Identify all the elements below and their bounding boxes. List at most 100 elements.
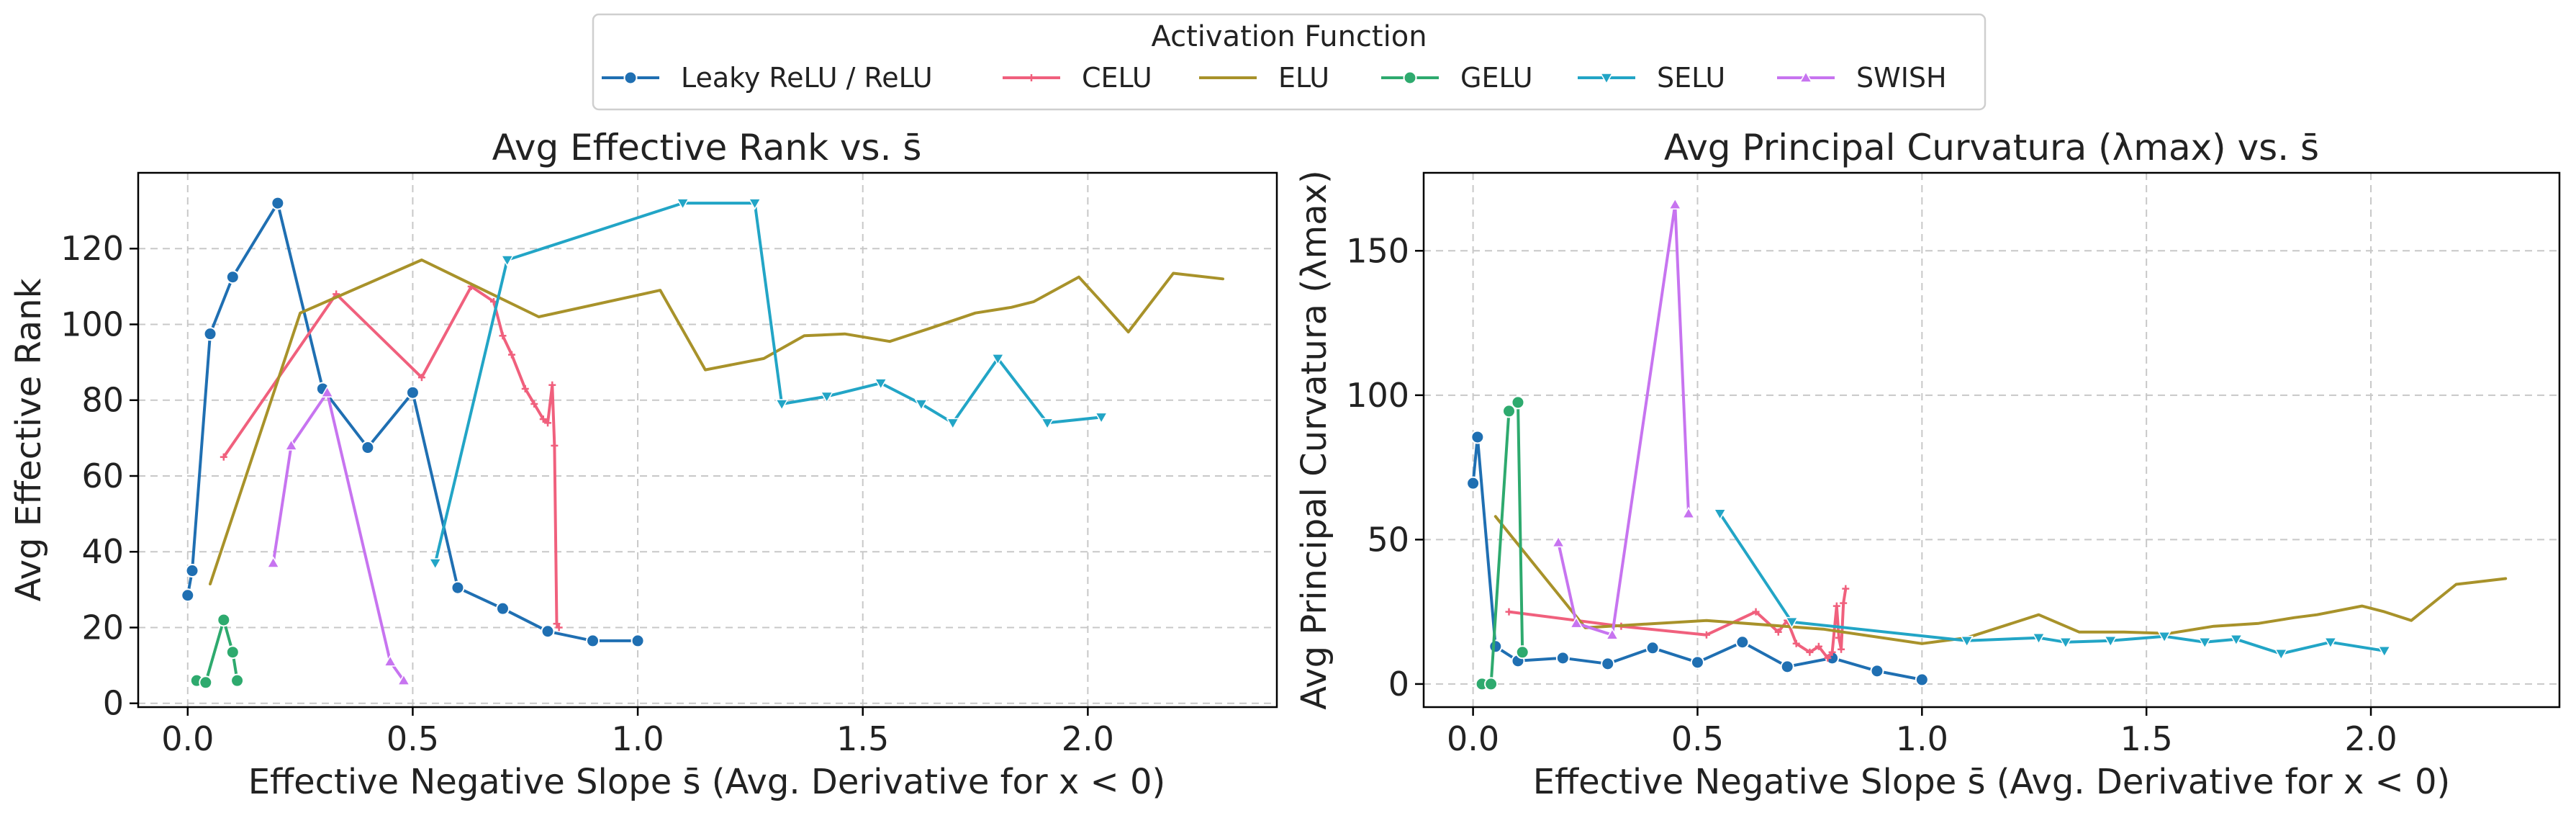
data-point-gelu [1515,645,1529,660]
data-point-celu [1832,602,1840,610]
y-axis-label-effective-rank: Avg Effective Rank [9,278,49,601]
legend-swatch-marker [1799,71,1813,83]
legend-swatch-marker [1028,74,1035,81]
x-tick-label: 1.5 [2120,719,2173,758]
legend: Activation Function Leaky ReLU / ReLU CEL… [592,13,1987,111]
data-point-selu [676,198,690,210]
series-leaky-relu-relu [181,196,645,648]
data-point-celu [1752,608,1760,616]
legend-swatch-marker [1403,71,1417,85]
y-tick-label: 100 [60,305,124,343]
legend-item-leaky-relu-relu: Leaky ReLU / ReLU [602,62,933,94]
legend-item-selu: SELU [1578,62,1725,94]
data-point-selu [2032,632,2046,645]
y-tick-label: 100 [1346,376,1409,415]
y-tick-label: 80 [81,381,124,420]
data-point-gelu [217,613,231,627]
data-point-celu [499,332,507,340]
data-point-celu [1774,628,1782,636]
data-point-swish [320,385,334,397]
x-axis-label-principal-curvatura: Effective Negative Slope s̄ (Avg. Deriva… [1533,762,2451,802]
x-axis-label-effective-rank: Effective Negative Slope s̄ (Avg. Deriva… [248,762,1166,802]
data-point-celu [507,351,515,359]
data-point-leaky-relu-relu [1690,655,1704,670]
legend-label: GELU [1460,62,1533,94]
data-point-selu [991,354,1005,366]
data-point-swish [266,556,280,568]
data-point-celu [1806,648,1814,656]
data-point-swish [1668,197,1682,210]
data-point-leaky-relu-relu [495,601,510,616]
data-point-gelu [1511,395,1525,410]
x-tick-label: 0.5 [1671,719,1724,758]
data-point-gelu [230,673,245,688]
data-point-gelu [225,645,240,660]
data-point-gelu [199,675,213,690]
data-point-leaky-relu-relu [1470,430,1485,444]
data-point-celu [1828,648,1836,656]
data-point-selu [946,418,960,430]
grid-principal-curvatura [1424,173,2559,707]
series-line-selu [433,202,1103,565]
series-selu [428,198,1108,570]
data-point-celu [553,620,561,628]
data-point-swish [1551,535,1565,548]
data-point-celu [1815,642,1822,650]
x-tick-label: 1.0 [612,719,664,758]
grid-effective-rank [138,173,1277,707]
legend-items: Leaky ReLU / ReLU CELU ELU GELU SELU SWISH [602,62,1947,94]
plot-frame-effective-rank [137,171,1278,709]
data-point-celu [551,441,559,449]
data-point-swish [1681,506,1696,519]
series-gelu [189,613,245,690]
data-point-selu [2103,636,2118,648]
data-point-selu [1785,616,1799,629]
x-tick-label: 2.0 [2344,719,2397,758]
data-point-selu [2377,646,2392,658]
y-tick-label: 0 [1388,665,1409,704]
data-point-selu [1960,636,1974,648]
legend-label: CELU [1082,62,1152,94]
series-selu [1713,508,2392,661]
data-point-selu [914,399,928,411]
data-point-leaky-relu-relu [631,634,645,648]
x-tick-label: 0.0 [1447,719,1499,758]
data-point-leaky-relu-relu [1645,641,1660,655]
legend-label: ELU [1278,62,1329,94]
data-point-selu [874,378,888,390]
data-point-selu [2157,631,2171,644]
series-gelu [1475,395,1529,691]
data-point-selu [428,558,442,570]
y-axis-label-principal-curvatura: Avg Principal Curvatura (λmax) [1294,170,1334,710]
data-point-leaky-relu-relu [225,270,240,284]
data-point-leaky-relu-relu [451,580,465,595]
series-elu [209,259,1224,585]
data-point-celu [521,385,529,392]
data-point-leaky-relu-relu [1870,664,1884,678]
data-point-celu [1840,599,1848,607]
data-point-leaky-relu-relu [1488,639,1503,654]
data-point-celu [1792,639,1800,647]
data-point-celu [1702,631,1710,639]
plot-frame-principal-curvatura [1422,171,2561,709]
data-point-leaky-relu-relu [1735,635,1750,650]
series-line-swish [271,391,405,683]
panel-principal-curvatura: Avg Principal Curvatura (λmax) vs. s̄ 0.… [1294,127,2561,802]
legend-swatch-marker [623,71,638,85]
x-tick-label: 1.5 [836,719,889,758]
data-point-swish [397,673,411,686]
panel-effective-rank: Avg Effective Rank vs. s̄ 0.0 0.5 1.0 1.5 2.… [9,127,1278,802]
y-tick-label: 40 [81,532,124,571]
data-point-celu [1824,654,1832,662]
series-line-selu [1718,512,2386,655]
y-tick-label: 120 [60,229,124,268]
data-point-celu [220,453,227,461]
data-point-celu [1505,608,1513,616]
data-point-selu [1713,508,1727,521]
data-point-celu [1835,634,1843,642]
data-point-gelu [1502,404,1517,418]
data-point-leaky-relu-relu [541,624,555,639]
panel-title-effective-rank: Avg Effective Rank vs. s̄ [492,127,922,168]
y-tick-label: 60 [81,457,124,495]
data-point-celu [530,400,538,408]
